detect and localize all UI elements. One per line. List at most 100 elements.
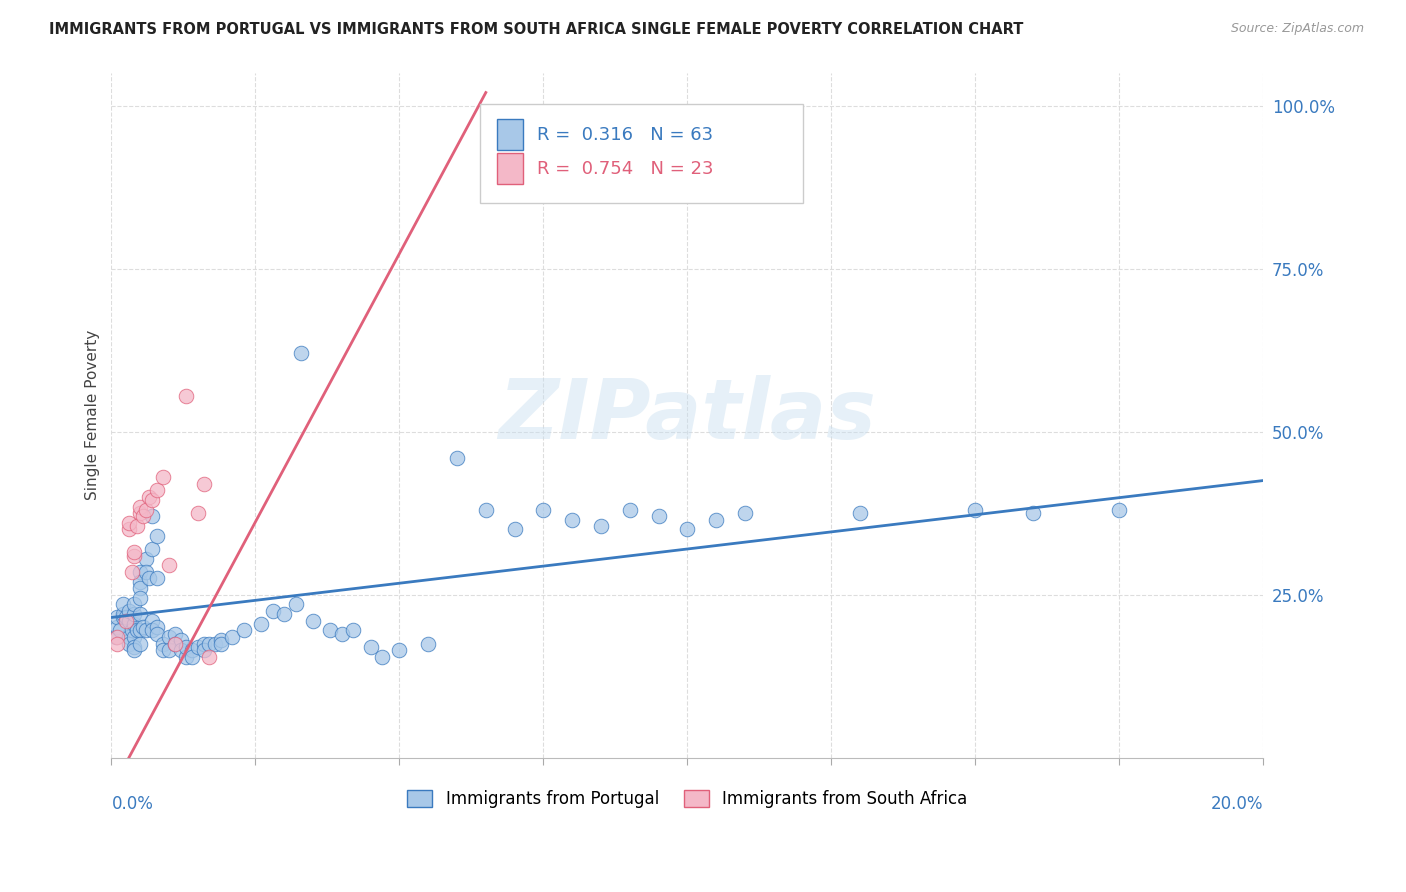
Point <box>446 450 468 465</box>
Point <box>157 558 180 573</box>
Point <box>503 523 526 537</box>
Point <box>135 565 157 579</box>
Point <box>371 649 394 664</box>
Point <box>146 626 169 640</box>
Point <box>132 509 155 524</box>
Point <box>105 630 128 644</box>
Point <box>108 624 131 638</box>
Point <box>127 624 149 638</box>
Point <box>273 607 295 622</box>
Point <box>174 640 197 654</box>
Point <box>187 506 209 520</box>
Point <box>135 551 157 566</box>
Point <box>198 636 221 650</box>
Point <box>121 624 143 638</box>
Point <box>118 516 141 530</box>
Point <box>209 636 232 650</box>
Point <box>129 624 152 638</box>
Text: ZIPatlas: ZIPatlas <box>499 375 876 456</box>
Point <box>121 565 143 579</box>
Point <box>138 571 160 585</box>
Point <box>141 624 163 638</box>
Point <box>163 636 186 650</box>
Text: IMMIGRANTS FROM PORTUGAL VS IMMIGRANTS FROM SOUTH AFRICA SINGLE FEMALE POVERTY C: IMMIGRANTS FROM PORTUGAL VS IMMIGRANTS F… <box>49 22 1024 37</box>
Point <box>734 506 756 520</box>
Point <box>181 643 204 657</box>
Point <box>105 630 128 644</box>
Point <box>124 549 146 563</box>
Point <box>141 614 163 628</box>
Point <box>330 626 353 640</box>
Point <box>1108 503 1130 517</box>
Point <box>129 565 152 579</box>
Point <box>169 643 191 657</box>
Point <box>129 574 152 589</box>
Point <box>146 620 169 634</box>
Point <box>193 476 215 491</box>
Point <box>118 630 141 644</box>
Point <box>319 624 342 638</box>
Point <box>209 633 232 648</box>
Point <box>561 513 583 527</box>
Point <box>647 509 669 524</box>
Point <box>181 649 204 664</box>
Point <box>174 389 197 403</box>
Point <box>118 614 141 628</box>
Point <box>163 636 186 650</box>
Point <box>163 626 186 640</box>
Point <box>124 607 146 622</box>
Text: Source: ZipAtlas.com: Source: ZipAtlas.com <box>1230 22 1364 36</box>
Point <box>132 620 155 634</box>
Point <box>589 519 612 533</box>
Point <box>187 640 209 654</box>
Y-axis label: Single Female Poverty: Single Female Poverty <box>86 330 100 500</box>
Point <box>388 643 411 657</box>
Point <box>198 649 221 664</box>
Point <box>111 607 134 622</box>
Point <box>204 636 226 650</box>
Point <box>290 346 312 360</box>
Point <box>118 636 141 650</box>
Point <box>152 470 174 484</box>
Point <box>146 529 169 543</box>
FancyBboxPatch shape <box>498 153 523 185</box>
Point <box>124 545 146 559</box>
Point <box>105 620 128 634</box>
Point <box>114 614 136 628</box>
Point <box>250 617 273 632</box>
Point <box>284 598 307 612</box>
Point <box>619 503 641 517</box>
Point <box>105 636 128 650</box>
FancyBboxPatch shape <box>498 120 523 150</box>
FancyBboxPatch shape <box>479 103 803 203</box>
Point <box>135 624 157 638</box>
Point <box>152 636 174 650</box>
Point <box>221 630 243 644</box>
Point <box>1022 506 1045 520</box>
Point <box>193 636 215 650</box>
Point <box>114 610 136 624</box>
Point <box>418 636 440 650</box>
Point <box>174 649 197 664</box>
Point <box>124 630 146 644</box>
Text: 0.0%: 0.0% <box>111 796 153 814</box>
Point <box>360 640 382 654</box>
Point <box>124 643 146 657</box>
Point <box>135 503 157 517</box>
Point <box>118 523 141 537</box>
Point <box>146 483 169 498</box>
Point <box>118 604 141 618</box>
Legend: Immigrants from Portugal, Immigrants from South Africa: Immigrants from Portugal, Immigrants fro… <box>401 783 974 814</box>
Point <box>124 617 146 632</box>
Point <box>124 640 146 654</box>
Point <box>531 503 554 517</box>
Point <box>676 523 699 537</box>
Point <box>232 624 254 638</box>
Text: R =  0.316   N = 63: R = 0.316 N = 63 <box>537 126 713 144</box>
Point <box>111 610 134 624</box>
Text: R =  0.754   N = 23: R = 0.754 N = 23 <box>537 160 713 178</box>
Point <box>141 493 163 508</box>
Point <box>141 509 163 524</box>
Point <box>157 643 180 657</box>
Text: 20.0%: 20.0% <box>1211 796 1264 814</box>
